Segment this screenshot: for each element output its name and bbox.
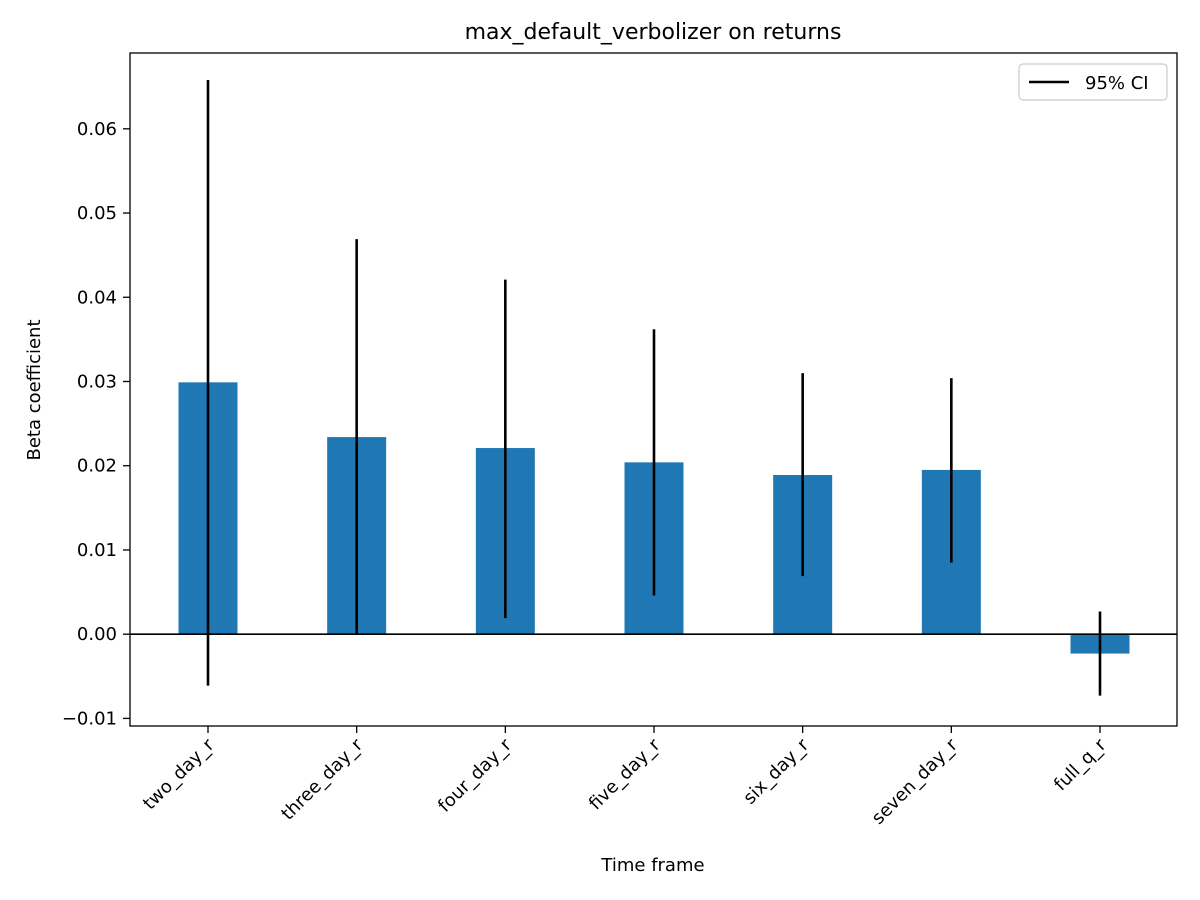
y-axis-label: Beta coefficient [24,319,45,460]
legend-ci-label: 95% CI [1085,73,1149,94]
y-tick-label: 0.05 [77,203,117,224]
legend-box [1018,63,1168,101]
y-tick-label: −0.01 [62,708,117,729]
y-tick-label: 0.06 [77,119,117,140]
chart-title: max_default_verbolizer on returns [465,20,842,45]
y-tick-label: 0.03 [77,371,117,392]
y-tick-label: 0.01 [77,540,117,561]
plot-area [130,79,1177,696]
y-tick-label: 0.00 [77,624,117,645]
axes-frame [129,52,1178,727]
y-tick-label: 0.04 [77,287,117,308]
x-axis-label: Time frame [600,855,704,876]
y-axis: −0.01 0.00 0.01 0.02 0.03 0.04 0.05 0.06 [62,119,130,729]
y-tick-label: 0.02 [77,456,117,477]
legend: 95% CI [1018,63,1168,101]
